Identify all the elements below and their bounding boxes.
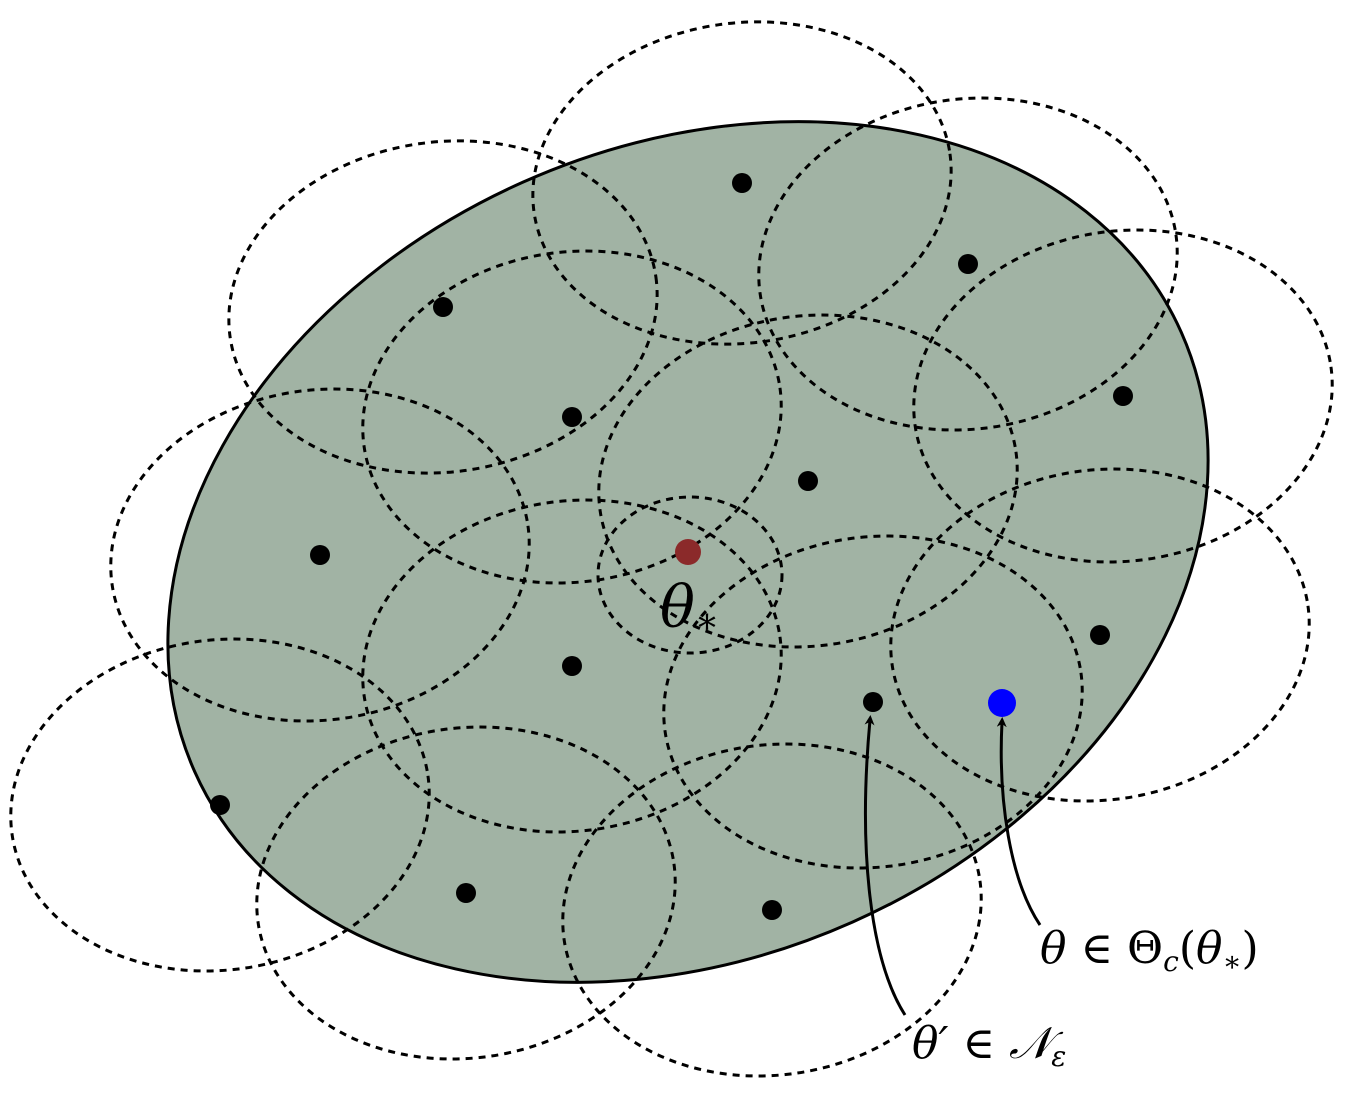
- covering-ball: [561, 742, 983, 1078]
- covering-ball: [109, 387, 531, 723]
- covering-ball: [361, 249, 783, 585]
- covering-ball: [361, 498, 783, 834]
- net-point-theta-prime: [863, 692, 883, 712]
- net-point: [762, 900, 782, 920]
- arrow-to-net-point: [864, 715, 907, 1016]
- net-point: [310, 545, 330, 565]
- center-point: [675, 539, 701, 565]
- highlight-label: θ ∈ Θc(θ∗): [1040, 923, 1259, 978]
- net-point: [562, 656, 582, 676]
- covering-ball: [889, 467, 1311, 803]
- net-point: [562, 407, 582, 427]
- net-point: [456, 883, 476, 903]
- covering-ball: [9, 637, 431, 973]
- center-label: θ∗: [660, 573, 719, 642]
- covering-ball: [227, 139, 659, 475]
- net-point: [1113, 386, 1133, 406]
- net-point: [433, 297, 453, 317]
- net-point: [732, 173, 752, 193]
- center-ball: [596, 495, 784, 655]
- covering-ball: [757, 96, 1179, 432]
- net-point: [210, 795, 230, 815]
- arrow-to-highlight-point: [996, 717, 1042, 926]
- covering-ball: [662, 534, 1084, 870]
- covering-ball: [912, 228, 1334, 564]
- net-points: [210, 173, 1133, 920]
- net-point: [1090, 625, 1110, 645]
- covering-ball: [597, 313, 1019, 649]
- highlight-point: [988, 689, 1016, 717]
- net-label: θ′ ∈ 𝒩ε: [912, 1018, 1066, 1073]
- net-point: [958, 254, 978, 274]
- covering-ball: [255, 725, 677, 1061]
- net-point: [798, 471, 818, 491]
